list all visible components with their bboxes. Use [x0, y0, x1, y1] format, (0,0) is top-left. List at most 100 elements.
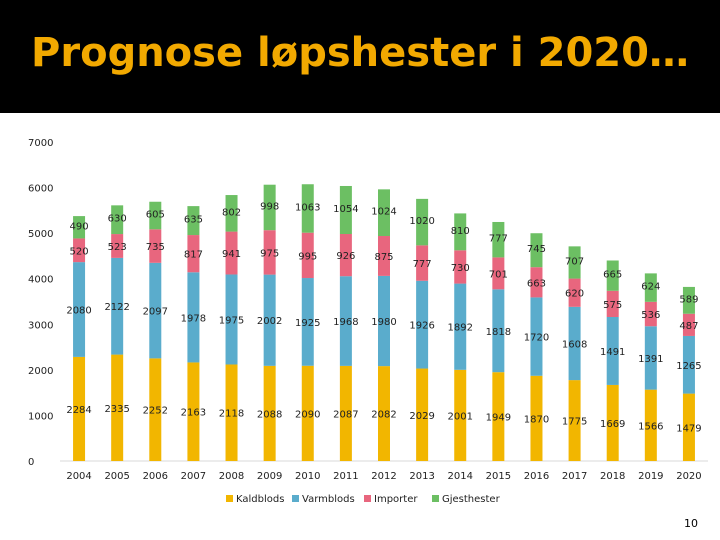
bar-importer [644, 301, 657, 327]
bar-gjesthester [73, 216, 86, 239]
bar-gjesthester [339, 185, 352, 235]
bar-importer [492, 257, 505, 290]
bar-importer [378, 236, 390, 276]
bar-importer [73, 238, 86, 263]
x-tick-label: 2018 [600, 471, 625, 482]
data-label-varmblods: 2122 [104, 302, 129, 313]
data-label-kaldblods: 1949 [486, 413, 511, 424]
x-tick-label: 2020 [676, 471, 701, 482]
data-label-gjesthester: 1024 [371, 207, 396, 218]
bar-gjesthester [187, 206, 200, 236]
legend-swatch-varmblods [292, 495, 299, 502]
bar-kaldblods [378, 366, 390, 461]
data-label-varmblods: 1980 [371, 317, 396, 328]
data-label-kaldblods: 2082 [371, 410, 396, 421]
bar-gjesthester [111, 205, 124, 235]
bar-kaldblods [339, 365, 352, 461]
x-tick-label: 2013 [409, 471, 434, 482]
data-label-gjesthester: 1054 [333, 204, 358, 215]
bar-gjesthester [149, 201, 162, 230]
bar-kaldblods [416, 368, 429, 461]
legend-label-kaldblods: Kaldblods [236, 494, 284, 505]
data-label-importer: 575 [603, 300, 622, 311]
legend-label-gjesthester: Gjesthester [442, 494, 501, 505]
bar-importer [682, 313, 695, 336]
data-label-importer: 735 [146, 242, 165, 253]
bar-gjesthester [416, 198, 429, 246]
data-label-kaldblods: 2088 [257, 409, 282, 420]
y-tick-label: 7000 [28, 138, 53, 149]
bar-gjesthester [606, 260, 619, 291]
data-label-importer: 536 [641, 310, 660, 321]
bar-varmblods [187, 272, 200, 363]
x-tick-label: 2008 [219, 471, 244, 482]
bar-varmblods [416, 280, 429, 369]
data-label-importer: 875 [374, 252, 393, 263]
x-tick-label: 2017 [562, 471, 587, 482]
y-tick-label: 3000 [28, 320, 53, 331]
bar-kaldblods [263, 365, 276, 461]
data-label-varmblods: 2097 [143, 307, 168, 318]
x-tick-label: 2011 [333, 471, 358, 482]
data-label-importer: 701 [489, 269, 508, 280]
bar-gjesthester [492, 221, 505, 258]
data-label-gjesthester: 707 [565, 256, 584, 267]
bar-varmblods [73, 262, 86, 357]
data-label-kaldblods: 1479 [676, 423, 701, 434]
bar-importer [263, 230, 276, 275]
data-label-gjesthester: 605 [146, 210, 165, 221]
data-label-gjesthester: 998 [260, 201, 279, 212]
data-label-varmblods: 1391 [638, 354, 663, 365]
data-label-gjesthester: 630 [108, 214, 127, 225]
bar-importer [530, 267, 543, 298]
data-label-importer: 777 [413, 259, 432, 270]
data-label-kaldblods: 2001 [448, 411, 473, 422]
x-tick-label: 2005 [104, 471, 129, 482]
data-label-varmblods: 1968 [333, 317, 358, 328]
title-bar [0, 0, 720, 113]
x-tick-label: 2004 [66, 471, 91, 482]
bar-kaldblods [149, 358, 162, 461]
data-label-importer: 941 [222, 249, 241, 260]
bar-varmblods [644, 326, 657, 390]
y-tick-label: 6000 [28, 184, 53, 195]
bar-varmblods [301, 278, 314, 366]
data-label-gjesthester: 777 [489, 234, 508, 245]
x-tick-label: 2007 [181, 471, 206, 482]
bar-varmblods [225, 274, 238, 365]
bar-kaldblods [492, 372, 505, 461]
data-label-varmblods: 2080 [66, 306, 91, 317]
legend-label-importer: Importer [374, 494, 418, 505]
bar-kaldblods [568, 380, 581, 461]
bar-varmblods [492, 289, 505, 373]
bar-varmblods [263, 274, 276, 366]
data-label-varmblods: 1491 [600, 347, 625, 358]
bar-varmblods [149, 262, 162, 359]
data-label-kaldblods: 2284 [66, 405, 91, 416]
x-tick-label: 2014 [448, 471, 473, 482]
data-label-varmblods: 1608 [562, 339, 587, 350]
bar-gjesthester [263, 184, 276, 231]
y-tick-label: 0 [28, 457, 34, 468]
data-label-importer: 520 [70, 246, 89, 257]
bar-kaldblods [73, 356, 86, 461]
y-tick-label: 5000 [28, 229, 53, 240]
data-label-importer: 730 [451, 263, 470, 274]
legend-swatch-importer [364, 495, 371, 502]
bar-gjesthester [644, 273, 657, 302]
bar-varmblods [454, 283, 467, 370]
x-tick-label: 2015 [486, 471, 511, 482]
data-label-varmblods: 1925 [295, 318, 320, 329]
bar-kaldblods [225, 364, 238, 461]
bar-importer [568, 278, 581, 307]
data-label-kaldblods: 2118 [219, 409, 244, 420]
bar-gjesthester [568, 246, 581, 279]
bar-importer [454, 250, 467, 284]
data-label-importer: 523 [108, 242, 127, 253]
data-label-gjesthester: 810 [451, 226, 470, 237]
x-tick-label: 2019 [638, 471, 663, 482]
bar-kaldblods [530, 375, 543, 461]
data-label-gjesthester: 665 [603, 270, 622, 281]
bar-gjesthester [301, 184, 314, 233]
bar-kaldblods [187, 362, 200, 461]
